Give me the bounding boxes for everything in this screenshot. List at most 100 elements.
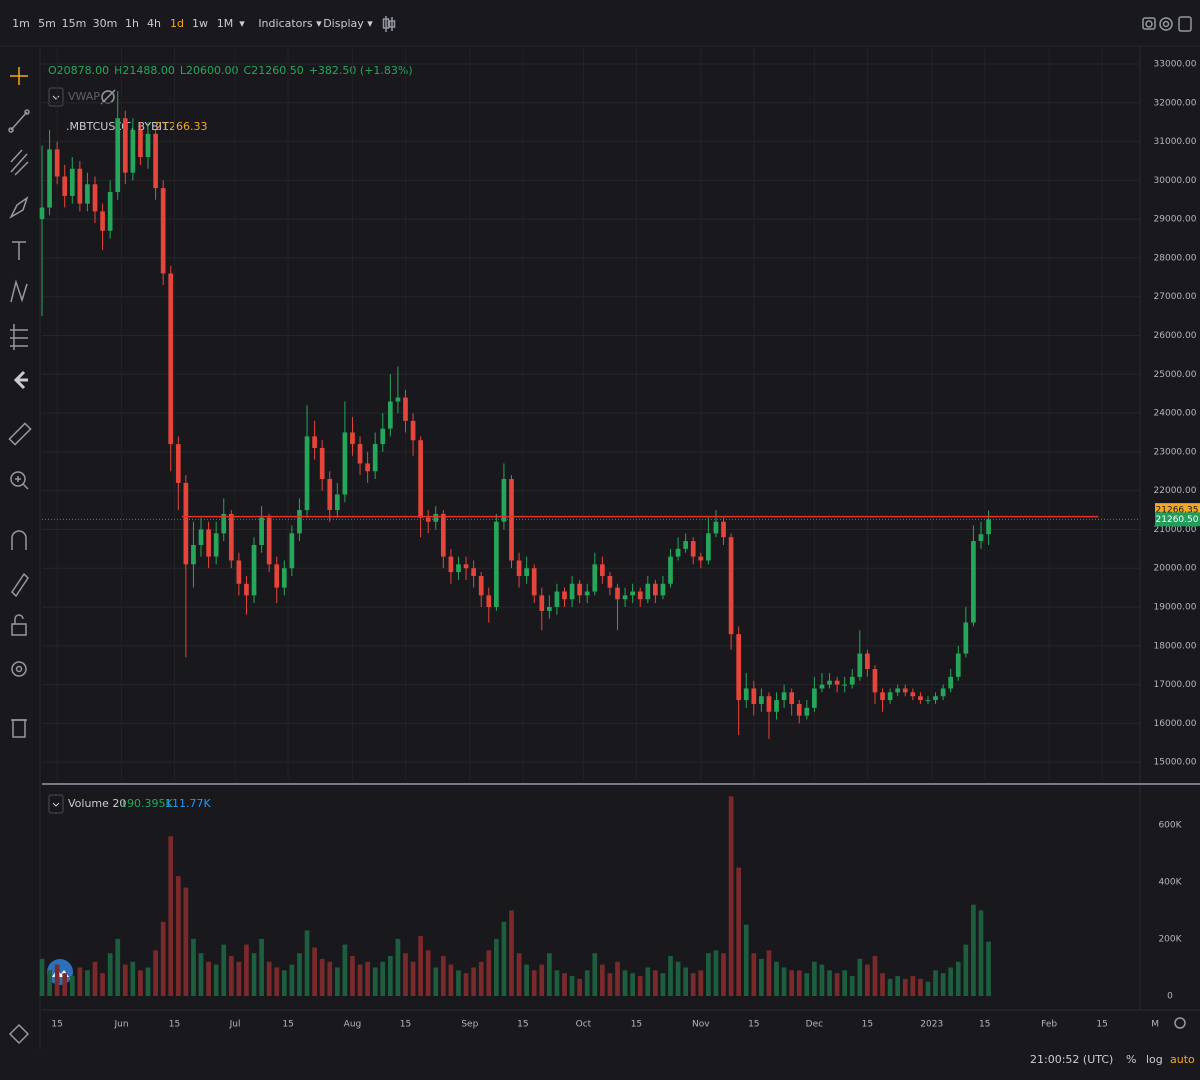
- indicator-toggle[interactable]: [48, 87, 64, 107]
- candle-body: [77, 168, 83, 204]
- volume-bar: [54, 964, 60, 996]
- percent-toggle[interactable]: %: [1126, 1053, 1136, 1066]
- snapshot-button[interactable]: [1142, 17, 1156, 30]
- magnet-tool[interactable]: [11, 530, 27, 550]
- log-toggle[interactable]: log: [1146, 1053, 1163, 1066]
- timeframe[interactable]: 5m: [38, 17, 56, 30]
- display-button[interactable]: Display ▾: [323, 17, 373, 30]
- volume-bar: [493, 938, 499, 996]
- candle-body: [827, 680, 832, 685]
- timeframe[interactable]: 4h: [147, 17, 161, 30]
- trend-line-tool[interactable]: [8, 109, 30, 133]
- y-tick-label: 16000.00: [1154, 719, 1197, 729]
- timeframe[interactable]: 15m: [62, 17, 87, 30]
- candle-body: [395, 397, 401, 402]
- chart-type-button[interactable]: [382, 16, 396, 32]
- timeframe-menu[interactable]: ▾: [239, 17, 245, 30]
- y-tick-label: 27000.00: [1154, 292, 1197, 302]
- volume-bar: [228, 956, 234, 996]
- timeframe[interactable]: 30m: [93, 17, 118, 30]
- volume-bar: [191, 938, 196, 996]
- candle-body: [334, 494, 340, 511]
- candle-body: [713, 521, 719, 534]
- candle-body: [630, 591, 635, 596]
- volume-bar: [562, 973, 567, 996]
- timeframe[interactable]: 1w: [192, 17, 208, 30]
- candle-body: [804, 707, 810, 716]
- brush-tool[interactable]: [9, 196, 29, 219]
- volume-bar: [637, 976, 643, 996]
- volume-bar: [77, 967, 83, 996]
- zoom-tool[interactable]: [10, 471, 29, 490]
- candle-body: [592, 564, 598, 592]
- candle-body: [842, 684, 848, 686]
- volume-bar: [440, 956, 446, 996]
- volume-bar: [433, 967, 439, 996]
- candle-body: [584, 591, 590, 596]
- volume-tick-label: 600K: [1158, 820, 1182, 830]
- y-tick-label: 20000.00: [1154, 564, 1197, 574]
- layers-tool[interactable]: [8, 1023, 30, 1045]
- timeframe[interactable]: 1h: [125, 17, 139, 30]
- x-tick-label: Jul: [229, 1020, 241, 1030]
- y-tick-label: 30000.00: [1154, 176, 1197, 186]
- settings-button[interactable]: [1159, 17, 1173, 31]
- volume-bar: [615, 961, 620, 996]
- volume-bar: [690, 973, 696, 996]
- volume-bar: [244, 944, 249, 996]
- delete-tool[interactable]: [11, 719, 27, 738]
- candle-body: [751, 688, 757, 704]
- candle-body: [440, 513, 446, 557]
- volume-toggle[interactable]: [48, 794, 64, 814]
- volume-bar: [645, 967, 651, 996]
- candle-body: [372, 444, 378, 472]
- candle-body: [471, 568, 476, 576]
- hide-toolbar[interactable]: [13, 370, 28, 390]
- candle-body: [259, 517, 264, 545]
- candle-body: [539, 595, 545, 611]
- volume-bar: [796, 970, 802, 996]
- volume-bar: [403, 953, 408, 996]
- timeframe[interactable]: 1d: [170, 17, 184, 30]
- volume-bar: [819, 964, 825, 996]
- candle-body: [986, 519, 991, 535]
- x-tick-label: Aug: [344, 1020, 362, 1030]
- crosshair-tool[interactable]: [10, 67, 28, 85]
- volume-bar: [357, 964, 363, 996]
- candle-body: [653, 583, 658, 596]
- volume-bar: [122, 964, 128, 996]
- volume-bar: [918, 978, 923, 996]
- lock-drawings[interactable]: [11, 572, 29, 598]
- x-tick-label: Jun: [113, 1020, 128, 1030]
- volume-bar: [259, 938, 264, 996]
- volume-bar: [160, 921, 166, 996]
- x-tick-label: 15: [517, 1020, 528, 1030]
- x-tick-label: 15: [282, 1020, 293, 1030]
- position-tool[interactable]: [10, 324, 28, 350]
- candle-body: [478, 575, 484, 596]
- indicators-button[interactable]: Indicators ▾: [258, 17, 322, 30]
- y-tick-label: 21000.00: [1154, 525, 1197, 535]
- candle-body: [796, 703, 802, 716]
- volume-bar: [834, 973, 840, 996]
- volume-bar: [804, 973, 810, 996]
- time-axis-settings[interactable]: [1174, 1017, 1186, 1029]
- volume-value: 190.395K: [120, 797, 173, 810]
- candle-body: [759, 696, 764, 704]
- auto-toggle[interactable]: auto: [1170, 1053, 1195, 1066]
- candle-body: [615, 587, 620, 600]
- fib-tool[interactable]: [10, 149, 29, 176]
- timeframe[interactable]: 1M: [217, 17, 234, 30]
- lock-tool[interactable]: [11, 614, 27, 636]
- pattern-tool[interactable]: [10, 279, 28, 303]
- fullscreen-button[interactable]: [1178, 16, 1192, 32]
- candle-body: [933, 696, 938, 701]
- text-tool[interactable]: [12, 241, 26, 260]
- candle-body: [683, 541, 689, 549]
- volume-bar: [887, 978, 893, 996]
- ruler-tool[interactable]: [8, 422, 32, 446]
- timeframe[interactable]: 1m: [12, 17, 30, 30]
- visibility-tool[interactable]: [11, 661, 27, 677]
- volume-bar: [206, 961, 211, 996]
- volume-bar: [607, 973, 613, 996]
